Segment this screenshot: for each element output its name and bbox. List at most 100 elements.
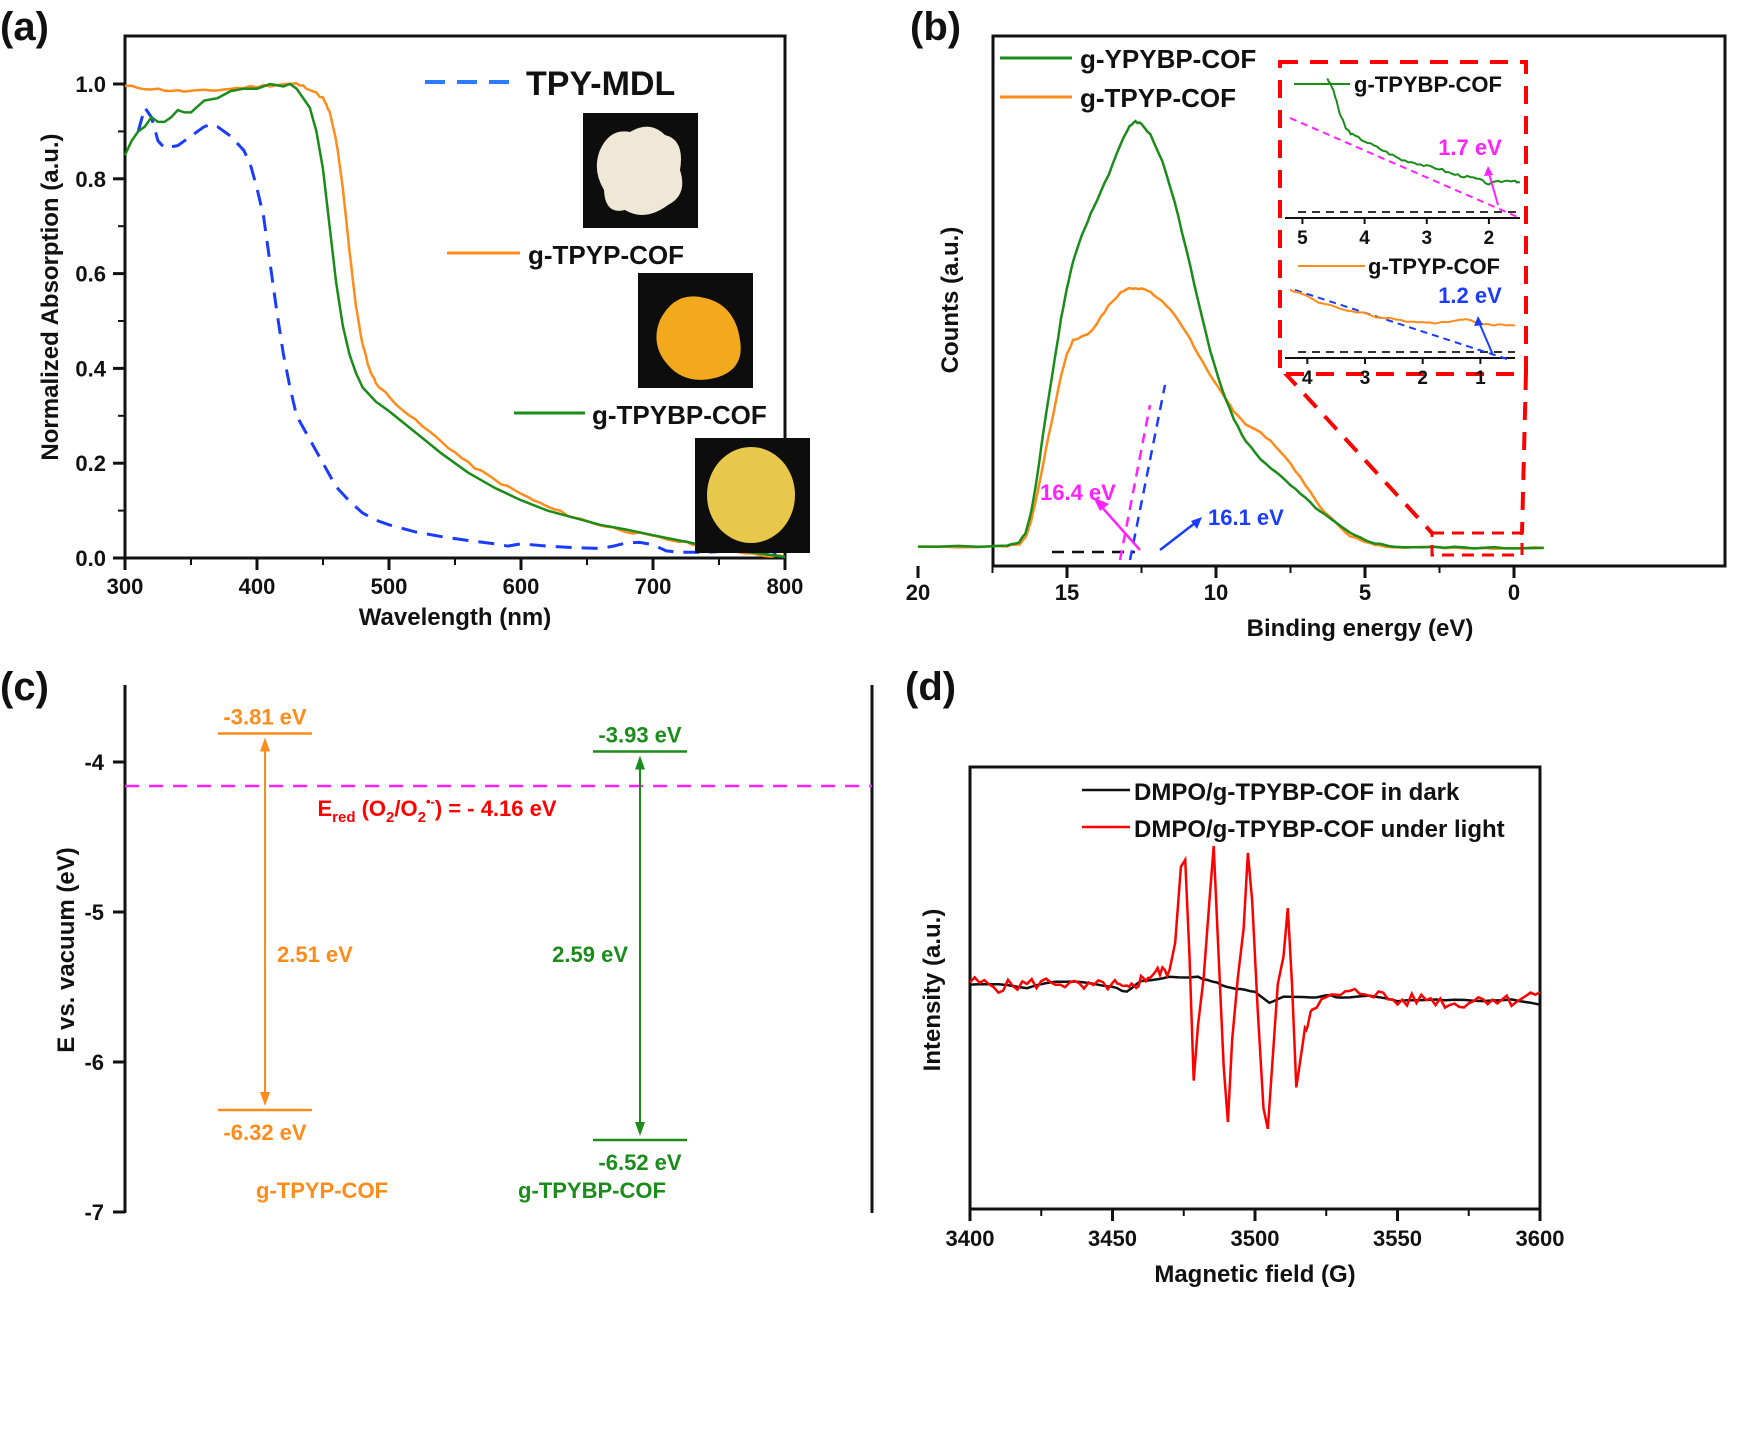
material-label: g-TPYBP-COF [518, 1178, 666, 1203]
gap-label: 2.59 eV [552, 942, 628, 967]
legend-label-dark: DMPO/g-TPYBP-COF in dark [1134, 779, 1460, 806]
y-axis-title-a: Normalized Absorption (a.u.) [37, 133, 64, 460]
legend-b: g-YPYBP-COF g-TPYP-COF [1000, 44, 1256, 113]
panel-d: (d) 3400 3450 3500 3550 3600 Magnetic field … [905, 665, 1564, 1288]
inset-legend-label: g-TPYP-COF [1368, 254, 1500, 279]
series-line-b-orange [917, 286, 1544, 550]
y-tick-label-a: 0.6 [75, 262, 106, 287]
y-tick-label-c: -4 [84, 750, 104, 775]
legend-d: DMPO/g-TPYBP-COF in dark DMPO/g-TPYBP-CO… [1082, 779, 1505, 843]
y-ticks-c: -4 -5 -6 -7 [84, 750, 125, 1225]
gap-arrowhead-down [260, 1092, 270, 1106]
inset-tick-label: 5 [1297, 228, 1308, 249]
panel-label-a: (a) [0, 5, 49, 49]
panel-label-b: (b) [910, 5, 961, 49]
series-line-b-green [917, 119, 1544, 550]
x-tick-label-d: 3600 [1516, 1226, 1565, 1251]
inset-legend-label: g-TPYBP-COF [1354, 72, 1502, 97]
inset-arrow [1487, 169, 1499, 206]
x-tick-label-d: 3500 [1231, 1226, 1280, 1251]
gap-label: 2.51 eV [277, 942, 353, 967]
panel-c: (c) -4-5-6-7 E vs. vacuum (eV) -3.81 eV-… [0, 665, 874, 1225]
series-line-tpy-mdl [136, 104, 786, 558]
y-axis-title-c: E vs. vacuum (eV) [53, 847, 80, 1052]
inset-annotation: 1.7 eV [1438, 135, 1502, 160]
x-tick-label-a: 500 [371, 574, 408, 599]
plot-frame-b [991, 34, 1727, 568]
legend-label-light: DMPO/g-TPYBP-COF under light [1134, 816, 1505, 843]
band-diagram: -3.81 eV -6.32 eV 2.51 eV g-TPYP-COF -3.93 e… [125, 705, 872, 1203]
tangent-blue [1128, 384, 1167, 561]
inset-tick-label: 1 [1475, 368, 1486, 389]
series-d [969, 845, 1541, 1130]
cb-label: -3.81 eV [223, 705, 306, 730]
inset-annotation: 1.2 eV [1438, 283, 1502, 308]
inset-tick-label: 2 [1417, 368, 1428, 389]
inset-arrowhead [1474, 316, 1483, 326]
arrowhead-16-4 [1093, 497, 1109, 511]
x-ticks-d: 3400 3450 3500 3550 3600 [946, 1209, 1565, 1251]
onset-annotations: 16.4 eV 16.1 eV [1040, 384, 1284, 561]
y-tick-label-a: 1.0 [75, 72, 106, 97]
x-tick-label-b: 20 [906, 580, 930, 605]
x-tick-label-b: 10 [1204, 580, 1228, 605]
y-tick-label-c: -7 [84, 1200, 104, 1225]
inset-tangent [1289, 117, 1521, 219]
arrow-16-4 [1099, 504, 1141, 551]
x-tick-label-a: 300 [107, 574, 144, 599]
legend-label-tpy-mdl: TPY-MDL [526, 65, 675, 103]
x-tick-label-d: 3400 [946, 1226, 995, 1251]
annotation-16-4: 16.4 eV [1040, 480, 1116, 505]
panel-label-d: (d) [905, 665, 956, 709]
x-ticks-b: 20 15 10 5 0 [906, 566, 1520, 605]
x-tick-label-b: 0 [1508, 580, 1520, 605]
y-tick-label-c: -5 [84, 900, 104, 925]
legend-label-b-orange: g-TPYP-COF [1080, 83, 1236, 113]
x-axis-title-d: Magnetic field (G) [1154, 1261, 1355, 1288]
series-a [123, 82, 786, 559]
y-ticks-a: 0.0 0.2 0.4 0.6 0.8 1.0 [75, 72, 125, 571]
series-b [917, 119, 1544, 550]
arrowhead-16-1 [1191, 517, 1202, 529]
material-label: g-TPYP-COF [256, 1178, 388, 1203]
x-tick-label-d: 3550 [1373, 1226, 1422, 1251]
x-tick-label-d: 3450 [1088, 1226, 1137, 1251]
inset-arrow [1477, 319, 1494, 356]
annotation-16-1: 16.1 eV [1208, 505, 1284, 530]
photo-tpybp [695, 438, 810, 553]
inset-tangent [1294, 289, 1511, 361]
y-axis-title-d: Intensity (a.u.) [919, 909, 946, 1072]
series-line-d-red [969, 845, 1541, 1130]
x-axis-title-a: Wavelength (nm) [359, 604, 551, 631]
panel-a: (a) 0.0 0.2 0.4 0.6 0.8 1.0 300 400 500 600 700 80… [0, 5, 810, 631]
inset-arrowhead [1484, 166, 1493, 176]
y-tick-label-a: 0.2 [75, 451, 106, 476]
panel-label-c: (c) [0, 665, 49, 709]
inset-tick-label: 3 [1360, 368, 1371, 389]
x-tick-label-a: 700 [635, 574, 672, 599]
legend-label-tpyp: g-TPYP-COF [528, 240, 684, 270]
inset-tick-label: 4 [1359, 228, 1370, 249]
reference-label: Ered (O2/O2•-) = - 4.16 eV [317, 794, 556, 826]
vb-label: -6.32 eV [223, 1120, 306, 1145]
x-tick-label-a: 800 [767, 574, 804, 599]
cb-label: -3.93 eV [598, 723, 681, 748]
arrow-16-1 [1159, 522, 1196, 551]
x-tick-label-b: 15 [1055, 580, 1079, 605]
photo-tpyp [638, 273, 753, 388]
x-tick-label-b: 5 [1359, 580, 1371, 605]
vb-label: -6.52 eV [598, 1150, 681, 1175]
inset-curve [1326, 77, 1521, 186]
x-axis-title-b: Binding energy (eV) [1247, 615, 1474, 642]
gap-arrowhead-down [635, 1122, 645, 1136]
y-tick-label-a: 0.4 [75, 356, 106, 381]
x-tick-label-a: 400 [239, 574, 276, 599]
zoom-region-box [1430, 531, 1524, 557]
legend-a: TPY-MDL g-TPYP-COF g-TPYBP-COF [425, 65, 810, 553]
inset-tick-label: 3 [1421, 228, 1432, 249]
y-tick-label-a: 0.8 [75, 167, 106, 192]
series-line-g-tpybp-cof [123, 82, 786, 559]
panel-b: (b) 20 15 10 5 0 Binding energy (eV) Counts … [906, 5, 1727, 642]
gap-arrowhead-up [635, 755, 645, 770]
